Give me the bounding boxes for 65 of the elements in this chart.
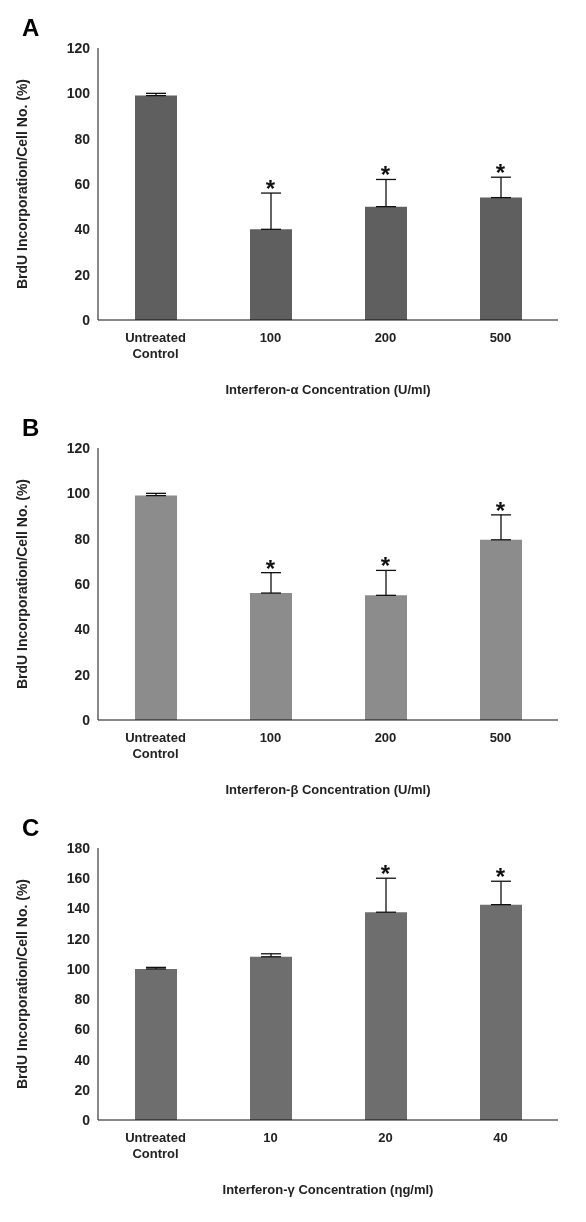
x-axis-title: Interferon-α Concentration (U/ml)	[225, 382, 431, 397]
y-tick-label: 0	[82, 711, 91, 728]
annotation: *	[265, 554, 276, 582]
y-tick-label: 0	[82, 1111, 91, 1128]
y-axis-title: BrdU Incorporation/Cell No. (%)	[13, 79, 30, 289]
chart-title: B	[22, 414, 40, 442]
y-tick-label: 20	[74, 666, 91, 683]
chart-title: C	[22, 814, 40, 842]
annotation: *	[380, 161, 391, 189]
bar	[250, 593, 292, 720]
x-tick-label: 40	[493, 1130, 508, 1145]
x-tick-label: Untreated Control	[125, 730, 186, 761]
y-tick-label: 60	[74, 575, 91, 592]
x-tick-label: 100	[259, 330, 282, 345]
x-axis-title: Interferon-γ Concentration (ηg/ml)	[222, 1182, 434, 1197]
bar	[365, 595, 407, 720]
chart-title: A	[22, 14, 40, 42]
y-tick-label: 0	[82, 311, 91, 328]
x-tick-label: Untreated Control	[125, 1130, 186, 1161]
y-tick-label: 120	[66, 39, 91, 56]
y-tick-label: 100	[66, 960, 91, 977]
y-axis-title: BrdU Incorporation/Cell No. (%)	[13, 479, 30, 689]
y-tick-label: 80	[74, 530, 91, 547]
y-tick-label: 40	[74, 621, 91, 638]
annotation: *	[495, 496, 506, 524]
annotation: *	[495, 863, 506, 891]
y-tick-label: 40	[74, 1051, 91, 1068]
y-tick-label: 80	[74, 130, 91, 147]
y-tick-label: 140	[66, 900, 91, 917]
x-tick-label: 200	[374, 730, 397, 745]
y-tick-label: 120	[66, 439, 91, 456]
y-tick-label: 180	[66, 839, 91, 856]
bar	[365, 206, 407, 320]
bar	[480, 197, 522, 320]
y-tick-label: 20	[74, 266, 91, 283]
annotation: *	[380, 860, 391, 888]
bar	[250, 229, 292, 320]
x-axis-title: Interferon-β Concentration (U/ml)	[225, 782, 431, 797]
y-tick-label: 100	[66, 485, 91, 502]
bar	[250, 956, 292, 1120]
y-tick-label: 100	[66, 85, 91, 102]
y-tick-label: 80	[74, 991, 91, 1008]
y-axis-title: BrdU Incorporation/Cell No. (%)	[13, 879, 30, 1089]
bar	[365, 912, 407, 1120]
bar	[135, 95, 177, 320]
annotation: *	[380, 552, 391, 580]
y-tick-label: 40	[74, 221, 91, 238]
x-tick-label: 500	[489, 730, 512, 745]
x-tick-label: 500	[489, 330, 512, 345]
bar	[480, 904, 522, 1120]
x-tick-label: 20	[378, 1130, 393, 1145]
y-tick-label: 20	[74, 1081, 91, 1098]
y-tick-label: 60	[74, 175, 91, 192]
x-tick-label: 10	[263, 1130, 278, 1145]
bar	[135, 968, 177, 1120]
annotation: *	[265, 175, 276, 203]
y-tick-label: 120	[66, 930, 91, 947]
x-tick-label: 200	[374, 330, 397, 345]
x-tick-label: 100	[259, 730, 282, 745]
x-tick-label: Untreated Control	[125, 330, 186, 361]
bar	[480, 539, 522, 720]
y-tick-label: 60	[74, 1021, 91, 1038]
bar	[135, 495, 177, 720]
y-tick-label: 160	[66, 870, 91, 887]
annotation: *	[495, 159, 506, 187]
